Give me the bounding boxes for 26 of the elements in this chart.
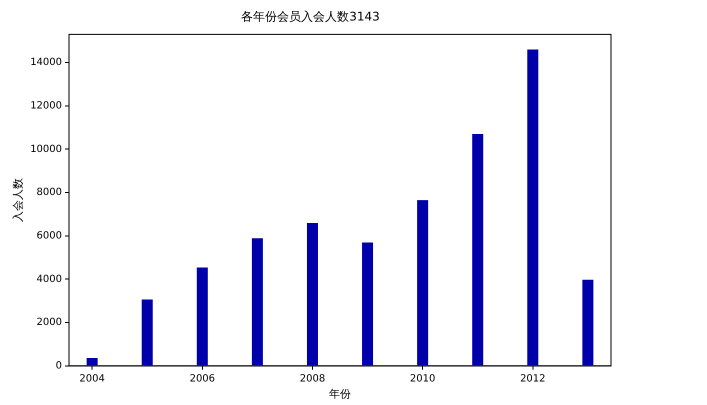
y-tick-label: 14000 [30,57,62,68]
x-tick-label: 2006 [190,373,216,384]
bar [86,358,98,366]
bar [527,50,538,366]
y-tick-label: 0 [56,360,62,372]
y-tick-label: 8000 [36,187,62,198]
x-tick-label: 2008 [300,373,326,384]
y-tick-label: 2000 [36,317,62,328]
x-axis-title: 年份 [329,387,352,400]
bar [196,267,208,366]
bar [306,223,318,366]
y-tick-label: 10000 [30,144,62,155]
bar [362,242,374,366]
y-tick-label: 6000 [36,230,62,242]
y-axis-title: 入会人数 [11,178,24,222]
bar [582,280,594,366]
x-tick-label: 2010 [410,373,436,384]
bar [142,300,153,366]
y-tick-label: 12000 [30,100,62,112]
bar [472,134,484,366]
bar [252,238,263,366]
x-tick-label: 2012 [520,373,546,384]
chart-title: 各年份会员入会人数3143 [241,9,380,24]
x-tick-label: 2004 [79,373,105,384]
bar [417,200,428,366]
y-tick-label: 4000 [36,274,62,285]
